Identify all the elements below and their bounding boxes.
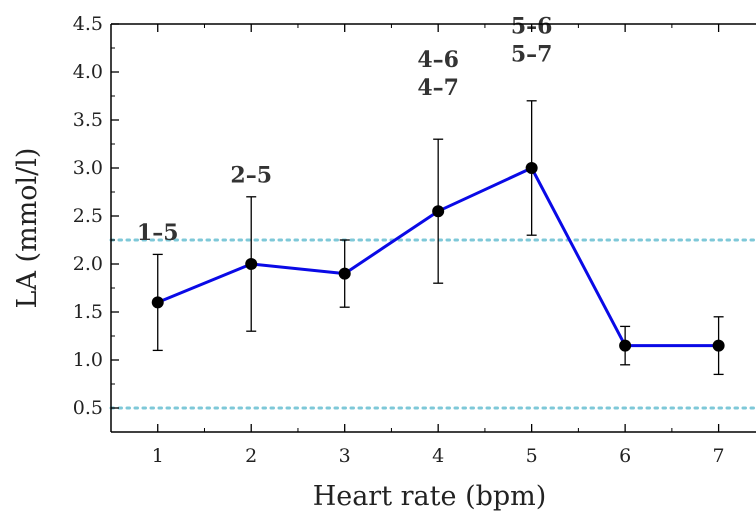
y-tick-label-4: 2.0 <box>73 253 103 275</box>
x-tick-label-5: 5 <box>526 445 538 467</box>
x-tick-label-4: 4 <box>432 445 444 467</box>
x-tick-label-2: 2 <box>245 445 257 467</box>
y-tick-label-1: 0.5 <box>73 397 103 419</box>
annotation-3-line-1: 4–6 <box>417 47 459 73</box>
annotation-1: 1–5 <box>137 220 179 246</box>
annotation-2: 2–5 <box>230 162 272 188</box>
y-tick-label-2: 1.0 <box>73 349 103 371</box>
axis-ticks <box>111 23 720 432</box>
annotation-3: 4–6 4–7 <box>417 47 459 101</box>
data-point-2 <box>245 258 258 270</box>
error-bars <box>152 100 724 376</box>
y-tick-label-9: 4.5 <box>73 13 103 35</box>
annotation-2-line-1: 2–5 <box>230 162 272 188</box>
data-point-5 <box>525 162 538 174</box>
x-tick-label-3: 3 <box>339 445 351 467</box>
x-tick-label-1: 1 <box>152 445 164 467</box>
plot-frame <box>110 23 756 433</box>
y-tick-label-7: 3.5 <box>73 109 103 131</box>
annotation-4-line-2: 5–7 <box>511 42 553 68</box>
annotations: 1–5 2–5 4–6 4–7 5–6 5–7 <box>137 14 553 246</box>
y-axis-label: LA (mmol/l) <box>12 148 43 309</box>
reference-lines <box>109 238 756 410</box>
annotation-4: 5–6 5–7 <box>511 14 553 68</box>
x-tick-label-6: 6 <box>619 445 631 467</box>
data-point-4 <box>432 205 445 218</box>
y-tick-label-6: 3.0 <box>73 157 103 179</box>
y-tick-label-3: 1.5 <box>73 301 103 323</box>
y-tick-label-8: 4.0 <box>73 61 103 83</box>
data-point-6 <box>619 339 632 352</box>
y-tick-label-5: 2.5 <box>73 205 103 227</box>
data-point-7 <box>712 339 725 352</box>
annotation-3-line-2: 4–7 <box>417 75 459 101</box>
data-point-1 <box>151 296 164 309</box>
tick-labels: 1 2 3 4 5 6 7 0.5 1.0 1.5 2.0 2.5 3.0 3.5 4.0 4.5 <box>73 13 725 467</box>
data-points <box>151 162 725 352</box>
annotation-1-line-1: 1–5 <box>137 220 179 246</box>
data-point-3 <box>338 267 351 280</box>
x-tick-label-7: 7 <box>713 445 725 467</box>
x-axis-label: Heart rate (bpm) <box>313 481 547 512</box>
